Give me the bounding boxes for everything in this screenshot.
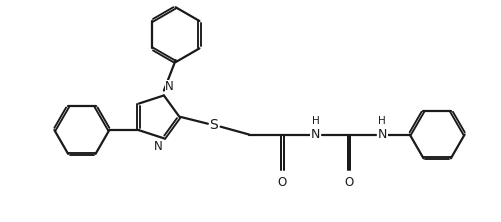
Text: N: N [164,81,173,93]
Text: O: O [344,176,353,189]
Text: N: N [377,128,386,141]
Text: S: S [209,118,218,132]
Text: H: H [311,116,319,126]
Text: O: O [277,176,287,189]
Text: N: N [154,140,163,153]
Text: N: N [311,128,320,141]
Text: H: H [378,116,385,126]
